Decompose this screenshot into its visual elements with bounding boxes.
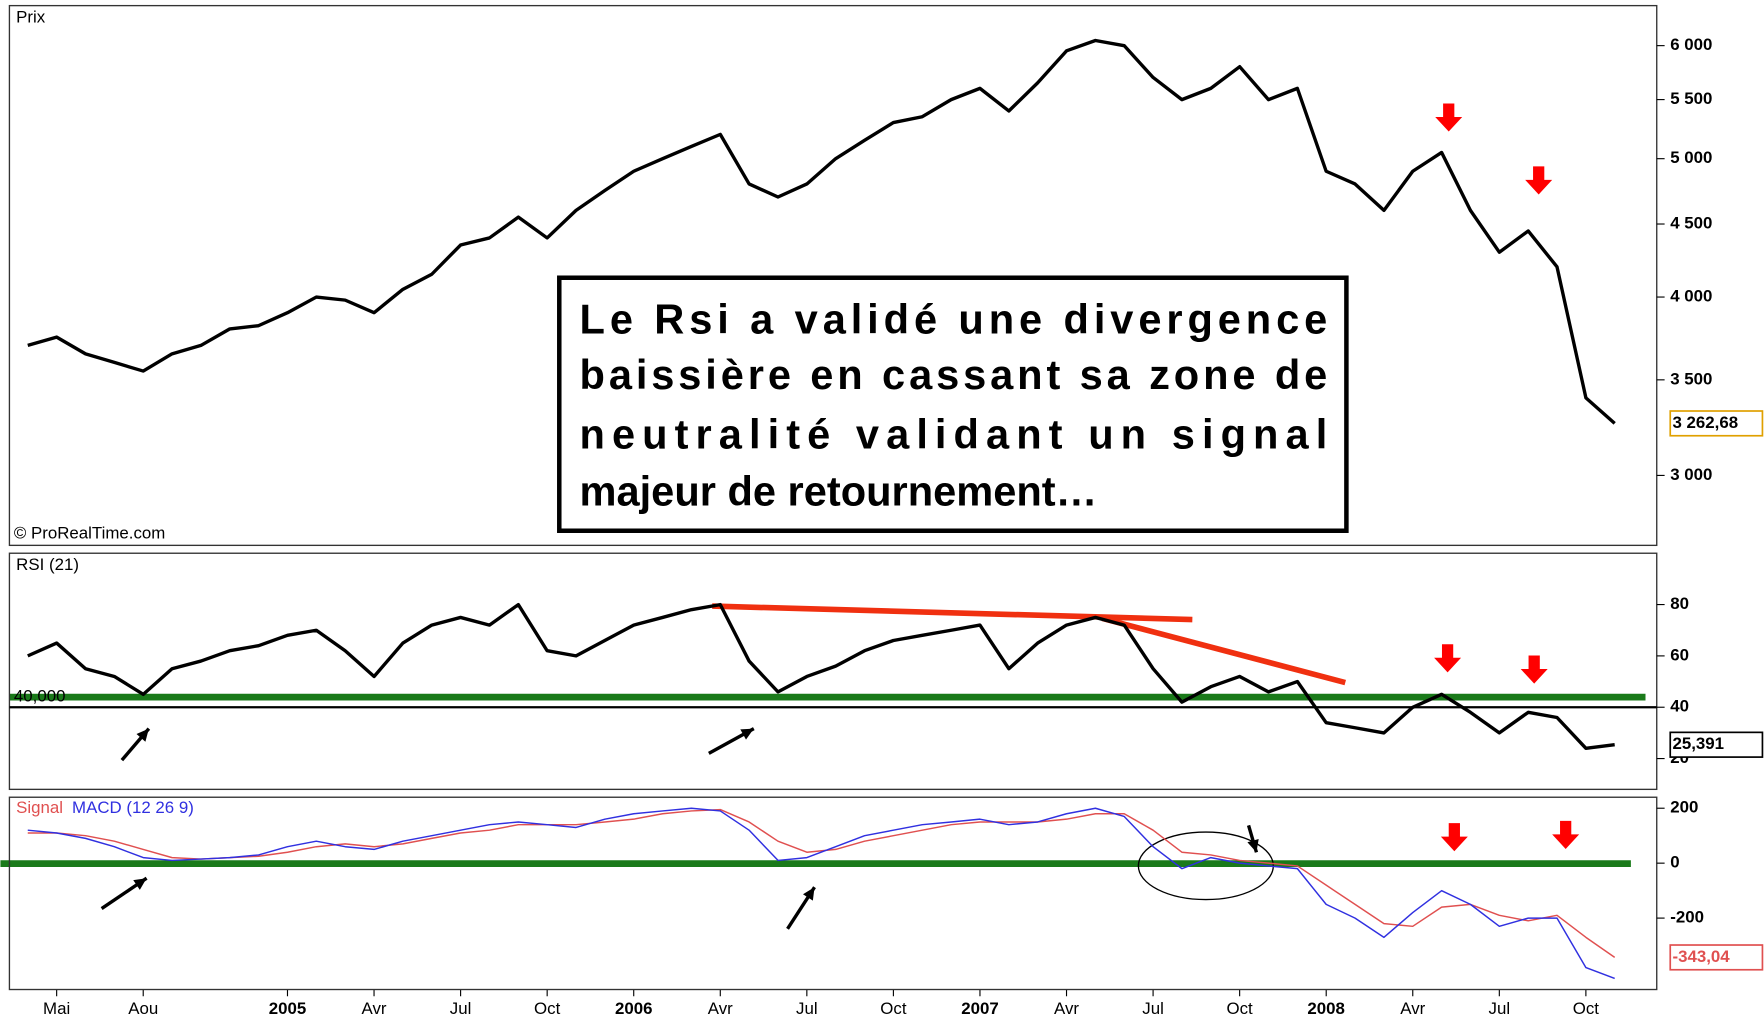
annotation-line: baissière en cassant sa zone de bbox=[580, 351, 1328, 398]
y-tick-label: 0 bbox=[1670, 853, 1679, 872]
credit: © ProRealTime.com bbox=[14, 524, 165, 543]
panel-title: Prix bbox=[16, 7, 46, 26]
y-tick-label: 200 bbox=[1670, 798, 1698, 817]
x-tick-label: 2006 bbox=[615, 999, 653, 1018]
black-arrow-head bbox=[740, 728, 754, 740]
x-tick-label: Oct bbox=[880, 999, 907, 1018]
y-tick-label: 5 500 bbox=[1670, 89, 1712, 108]
red-arrow bbox=[1552, 820, 1580, 849]
series-line bbox=[27, 807, 1615, 980]
y-tick-label: 6 000 bbox=[1670, 35, 1712, 54]
y-tick-label: 4 500 bbox=[1670, 213, 1712, 232]
y-tick-label: 5 000 bbox=[1670, 148, 1712, 167]
x-tick-label: Aou bbox=[128, 999, 158, 1018]
x-tick-label: Jul bbox=[450, 999, 472, 1018]
legend-entry: Signal bbox=[16, 798, 63, 817]
red-arrow bbox=[1434, 644, 1462, 673]
y-tick-label: 4 000 bbox=[1670, 286, 1712, 305]
panel bbox=[8, 796, 1658, 991]
y-tick-label: 40 bbox=[1670, 697, 1689, 716]
x-tick-label: 2007 bbox=[961, 999, 999, 1018]
x-tick-label: Avr bbox=[708, 999, 733, 1018]
annotation-line: neutralité validant un signal bbox=[580, 410, 1328, 457]
annotation-box bbox=[557, 275, 1349, 533]
x-tick-label: Oct bbox=[1227, 999, 1254, 1018]
last-value-box bbox=[1669, 944, 1764, 971]
y-tick-label: 80 bbox=[1670, 594, 1689, 613]
red-arrow bbox=[1440, 823, 1468, 852]
y-tick-label: 3 000 bbox=[1670, 465, 1712, 484]
red-arrow bbox=[1525, 166, 1553, 195]
x-tick-label: Jul bbox=[1142, 999, 1164, 1018]
x-tick-label: 2005 bbox=[269, 999, 307, 1018]
y-tick-label: -200 bbox=[1670, 908, 1704, 927]
reference-label: 40,000 bbox=[14, 687, 66, 706]
red-arrow bbox=[1435, 103, 1463, 132]
x-tick-label: 2008 bbox=[1307, 999, 1345, 1018]
series-line bbox=[27, 38, 1616, 425]
last-value-label: -343,04 bbox=[1672, 947, 1730, 966]
annotation-line: majeur de retournement… bbox=[580, 468, 1098, 515]
x-tick-label: Jul bbox=[1489, 999, 1511, 1018]
black-arrow-head bbox=[802, 887, 815, 901]
annotations bbox=[0, 603, 1646, 901]
y-tick-label: 3 500 bbox=[1670, 369, 1712, 388]
last-value-label: 3 262,68 bbox=[1672, 413, 1738, 432]
last-value-box bbox=[1669, 731, 1764, 758]
annotation-line: Le Rsi a validé une divergence bbox=[580, 296, 1328, 343]
x-tick-label: Oct bbox=[534, 999, 561, 1018]
trend-line bbox=[712, 603, 1193, 623]
series-line bbox=[27, 602, 1615, 751]
trend-line bbox=[1101, 615, 1346, 686]
panel bbox=[8, 4, 1658, 547]
series-line bbox=[27, 808, 1616, 958]
black-arrow-head bbox=[133, 878, 147, 890]
x-tick-label: Avr bbox=[362, 999, 387, 1018]
x-tick-label: Mai bbox=[43, 999, 70, 1018]
black-arrow-head bbox=[136, 728, 149, 742]
panel bbox=[8, 552, 1658, 791]
x-tick-label: Avr bbox=[1054, 999, 1079, 1018]
red-arrow bbox=[1520, 655, 1548, 684]
legend-entry: MACD (12 26 9) bbox=[72, 798, 194, 817]
x-tick-label: Oct bbox=[1573, 999, 1600, 1018]
last-value-box bbox=[1669, 410, 1764, 437]
panel-title: RSI (21) bbox=[16, 555, 79, 574]
last-value-label: 25,391 bbox=[1672, 734, 1724, 753]
black-arrow-head bbox=[1247, 839, 1259, 853]
x-tick-label: Avr bbox=[1400, 999, 1425, 1018]
x-tick-label: Jul bbox=[796, 999, 818, 1018]
y-tick-label: 60 bbox=[1670, 645, 1689, 664]
